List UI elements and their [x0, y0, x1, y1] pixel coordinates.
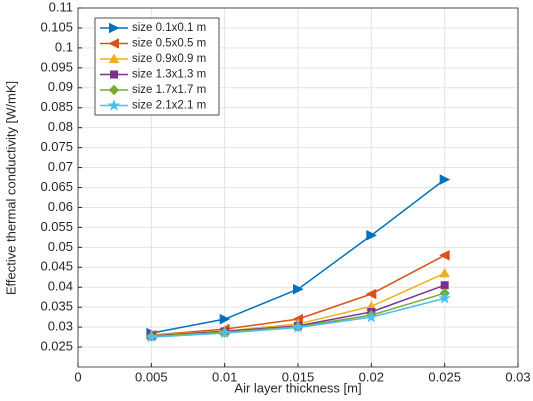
marker: [366, 230, 377, 241]
y-tick-label: 0.07: [48, 159, 73, 174]
marker: [218, 326, 231, 339]
marker: [365, 310, 378, 323]
legend: size 0.1x0.1 m size 0.5x0.5 m size 0.9x0.9…: [94, 17, 220, 116]
x-tick-label: 0.01: [212, 369, 237, 384]
legend-label: size 2.1x2.1 m: [132, 100, 206, 112]
y-tick-label: 0.055: [40, 219, 73, 234]
legend-label: size 0.1x0.1 m: [132, 22, 206, 34]
marker: [439, 250, 450, 261]
marker: [439, 267, 451, 278]
y-tick-label: 0.08: [48, 119, 73, 134]
x-axis-label: Air layer thickness [m]: [234, 380, 361, 395]
plot-frame: [77, 7, 519, 368]
marker: [438, 291, 451, 304]
legend-marker: [107, 98, 121, 111]
legend-marker: [108, 84, 120, 96]
y-axis-label: Effective thermal conductivity [W/mK]: [3, 81, 18, 295]
legend-marker: [110, 70, 118, 79]
x-tick-label: 0: [74, 369, 81, 384]
y-tick-label: 0.025: [40, 338, 73, 353]
y-tick-label: 0.105: [40, 19, 73, 34]
y-tick-label: 0.09: [48, 79, 73, 94]
y-tick-label: 0.03: [48, 319, 73, 334]
y-tick-label: 0.075: [40, 139, 73, 154]
x-tick-label: 0.025: [428, 369, 461, 384]
y-tick-label: 0.05: [48, 239, 73, 254]
y-tick-label: 0.1: [55, 39, 73, 54]
x-tick-label: 0.02: [359, 369, 384, 384]
marker: [291, 320, 305, 333]
y-tick-label: 0.095: [40, 59, 73, 74]
legend-label: size 1.3x1.3 m: [132, 69, 206, 81]
legend-marker: [109, 22, 120, 34]
marker: [293, 283, 304, 295]
y-tick-label: 0.04: [48, 279, 73, 294]
marker: [219, 313, 231, 325]
x-tick-label: 0.005: [135, 369, 168, 384]
x-tick-label: 0.03: [505, 369, 530, 384]
y-tick-label: 0.085: [40, 99, 73, 114]
y-tick-label: 0.035: [40, 299, 73, 314]
y-tick-label: 0.06: [48, 199, 73, 214]
y-tick-label: 0.065: [40, 179, 73, 194]
legend-label: size 1.7x1.7 m: [132, 84, 206, 96]
marker: [440, 281, 449, 290]
legend-marker: [108, 38, 119, 49]
legend-marker: [108, 53, 120, 64]
marker: [439, 174, 451, 185]
legend-label: size 0.5x0.5 m: [132, 38, 206, 50]
marker: [145, 330, 158, 343]
legend-label: size 0.9x0.9 m: [132, 53, 206, 65]
y-tick-label: 0.045: [40, 259, 73, 274]
y-tick-label: 0.11: [49, 0, 73, 14]
marker: [365, 288, 377, 300]
x-tick-label: 0.015: [282, 369, 315, 384]
legend-box: [94, 17, 220, 116]
